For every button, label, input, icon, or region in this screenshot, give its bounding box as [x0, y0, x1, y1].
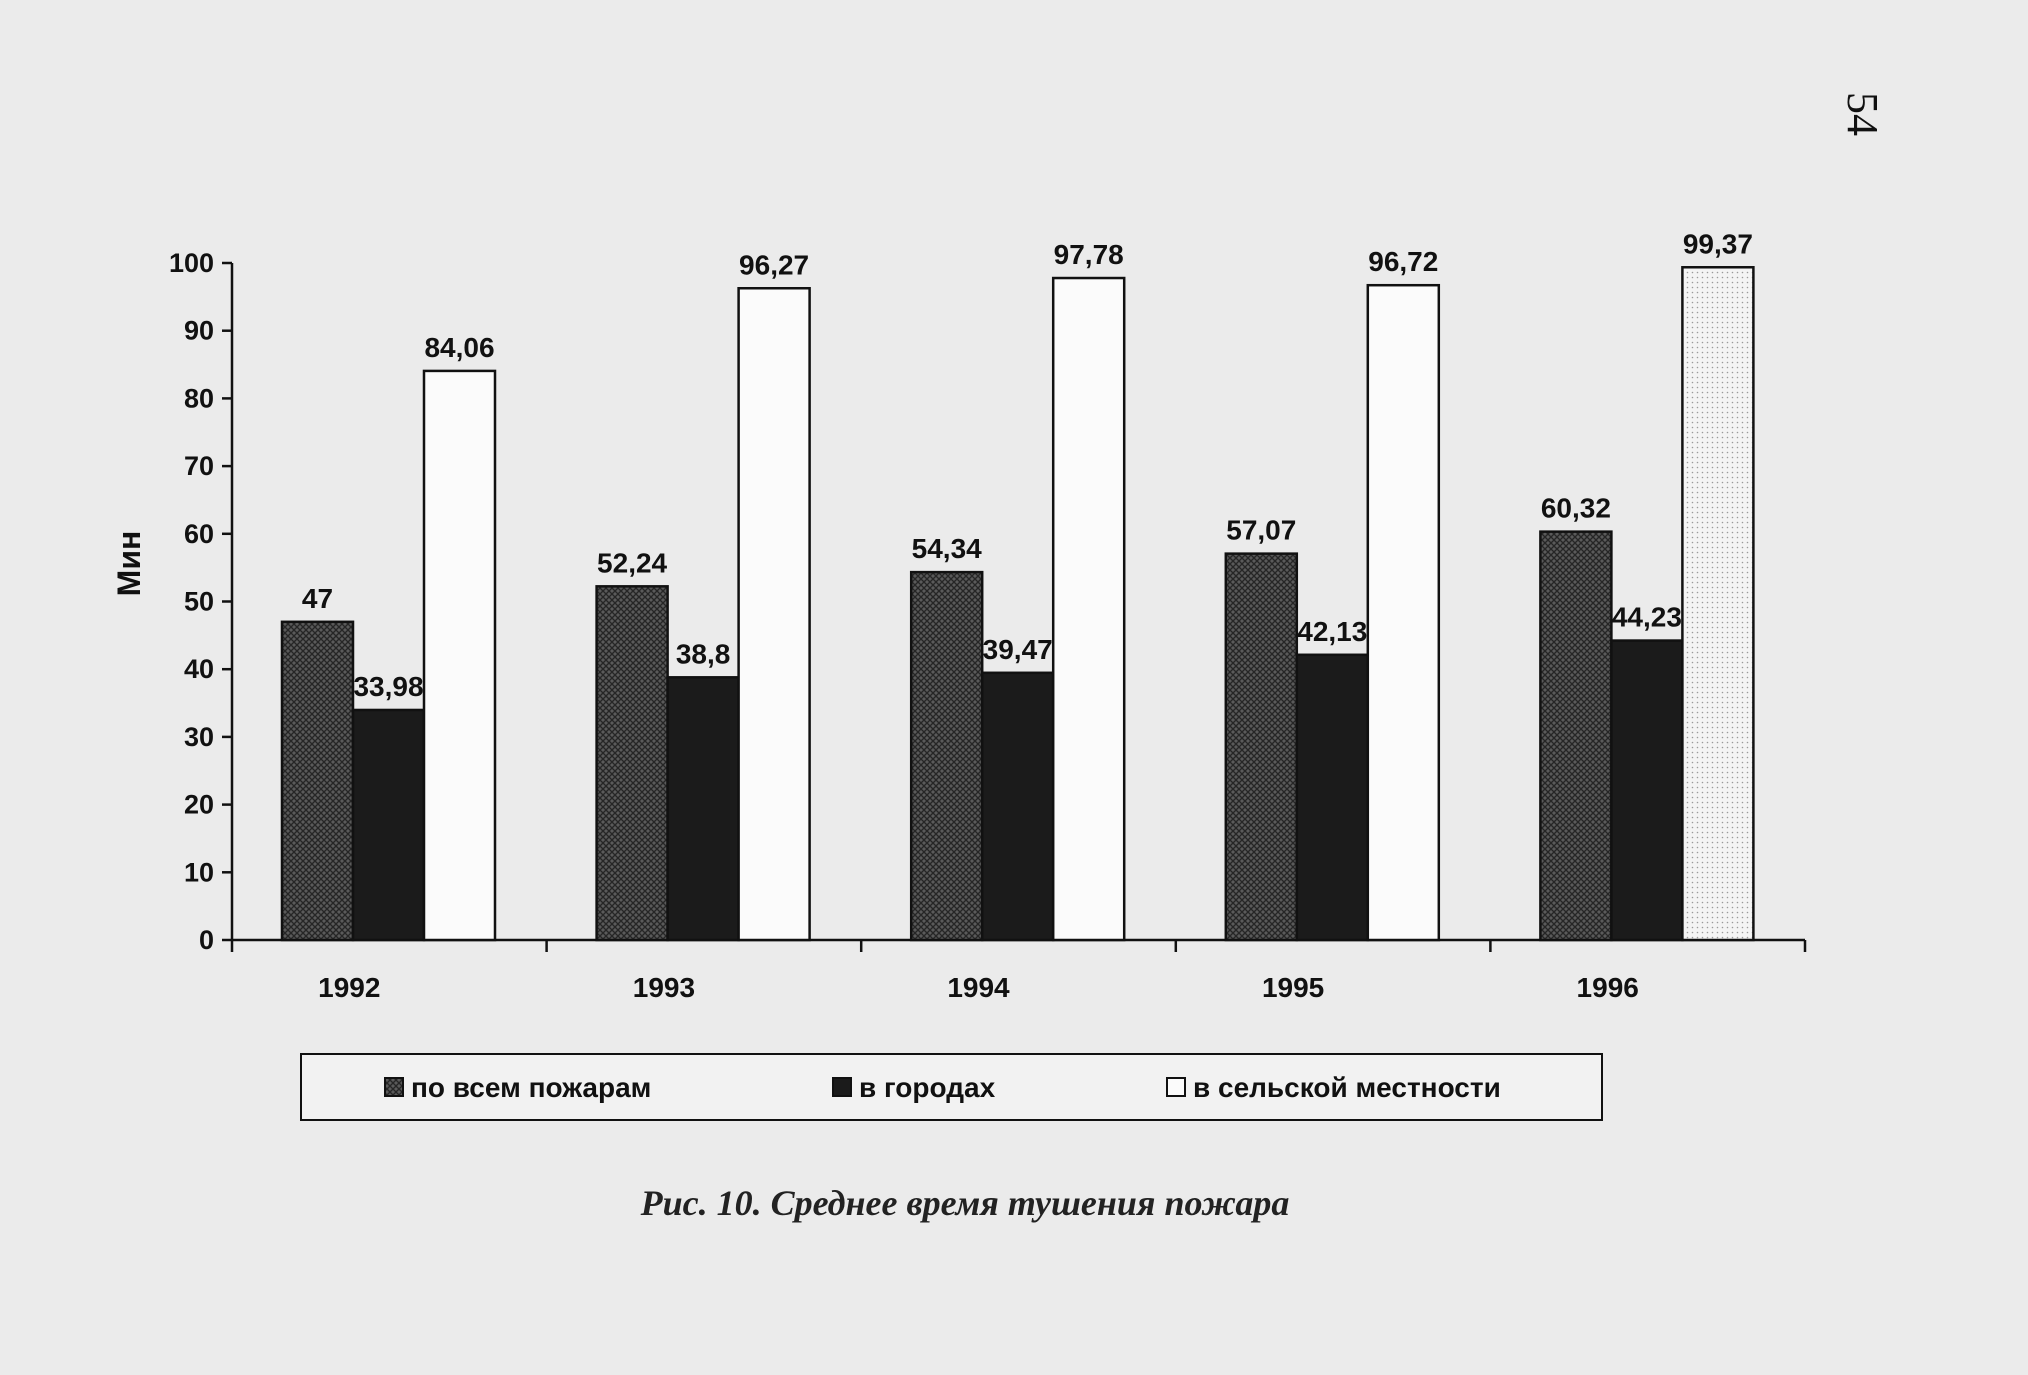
data-label: 97,78: [1054, 239, 1124, 270]
data-label: 96,27: [739, 249, 809, 280]
data-label: 54,34: [912, 533, 982, 564]
legend-label: по всем пожарам: [411, 1072, 651, 1103]
y-tick-label: 40: [184, 654, 214, 684]
bar-white: [1366, 283, 1441, 942]
bar-white: [1681, 266, 1755, 942]
data-label: 42,13: [1297, 616, 1367, 647]
x-tick-label: 1992: [318, 972, 380, 1003]
y-tick-label: 20: [184, 790, 214, 820]
bar-black: [1295, 653, 1370, 942]
legend-label: в городах: [859, 1072, 996, 1103]
bar-black: [1610, 639, 1684, 942]
y-tick-label: 50: [184, 587, 214, 617]
data-label: 84,06: [424, 332, 494, 363]
y-tick-label: 90: [184, 316, 214, 346]
y-tick-label: 60: [184, 519, 214, 549]
legend-swatch-crosshatch: [384, 1077, 404, 1097]
bar-crosshatch: [1224, 552, 1299, 942]
x-tick-label: 1995: [1262, 972, 1324, 1003]
y-tick-label: 100: [169, 248, 214, 278]
bar-black: [666, 676, 740, 942]
data-label: 99,37: [1683, 228, 1753, 259]
legend-swatch-white: [1166, 1077, 1186, 1097]
data-label: 44,23: [1612, 602, 1682, 633]
data-label: 47: [302, 583, 333, 614]
chart-labels: 47 33,98 84,06 1992 52,24 38,8 96,27 1993 54,34 3…: [302, 228, 1753, 1003]
data-label: 52,24: [597, 547, 667, 578]
y-tick-label: 30: [184, 722, 214, 752]
y-axis-title: Мин: [111, 531, 147, 597]
x-tick-label: 1993: [633, 972, 695, 1003]
data-label: 60,32: [1541, 493, 1611, 524]
bar-crosshatch: [280, 620, 355, 942]
bar-crosshatch: [909, 570, 984, 942]
bar-black: [980, 671, 1055, 942]
x-tick-label: 1996: [1577, 972, 1639, 1003]
data-label: 96,72: [1368, 246, 1438, 277]
bar-white: [422, 369, 497, 942]
y-tick-label: 10: [184, 857, 214, 887]
figure-caption: Рис. 10. Среднее время тушения пожара: [640, 1183, 1290, 1223]
y-tick-label: 0: [199, 925, 214, 955]
y-tick-label: 80: [184, 383, 214, 413]
bar-crosshatch: [595, 585, 669, 942]
bar-white: [1051, 276, 1126, 942]
chart-legend: по всем пожарам в городах в сельской местн…: [300, 1053, 1603, 1121]
y-tick-label: 70: [184, 451, 214, 481]
bar-white: [737, 287, 811, 942]
data-label: 39,47: [983, 634, 1053, 665]
bar-black: [351, 708, 426, 942]
data-label: 33,98: [353, 671, 423, 702]
legend-label: в сельской местности: [1193, 1072, 1501, 1103]
chart-bars: [280, 266, 1755, 942]
data-label: 57,07: [1226, 515, 1296, 546]
bar-crosshatch: [1539, 530, 1613, 942]
x-tick-label: 1994: [947, 972, 1010, 1003]
data-label: 38,8: [676, 638, 731, 669]
legend-swatch-black: [832, 1077, 852, 1097]
legend-box: [300, 1053, 1603, 1121]
